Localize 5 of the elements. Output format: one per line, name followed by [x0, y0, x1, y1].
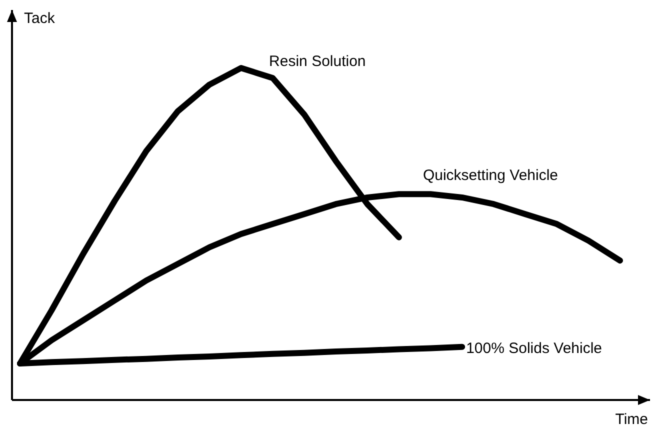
- x-axis-title: Time: [615, 411, 648, 428]
- series-label: Resin Solution: [269, 53, 366, 70]
- series-label: Quicksetting Vehicle: [422, 167, 558, 184]
- y-axis-title: Tack: [24, 10, 56, 27]
- series-label: 100% Solids Vehicle: [466, 340, 602, 357]
